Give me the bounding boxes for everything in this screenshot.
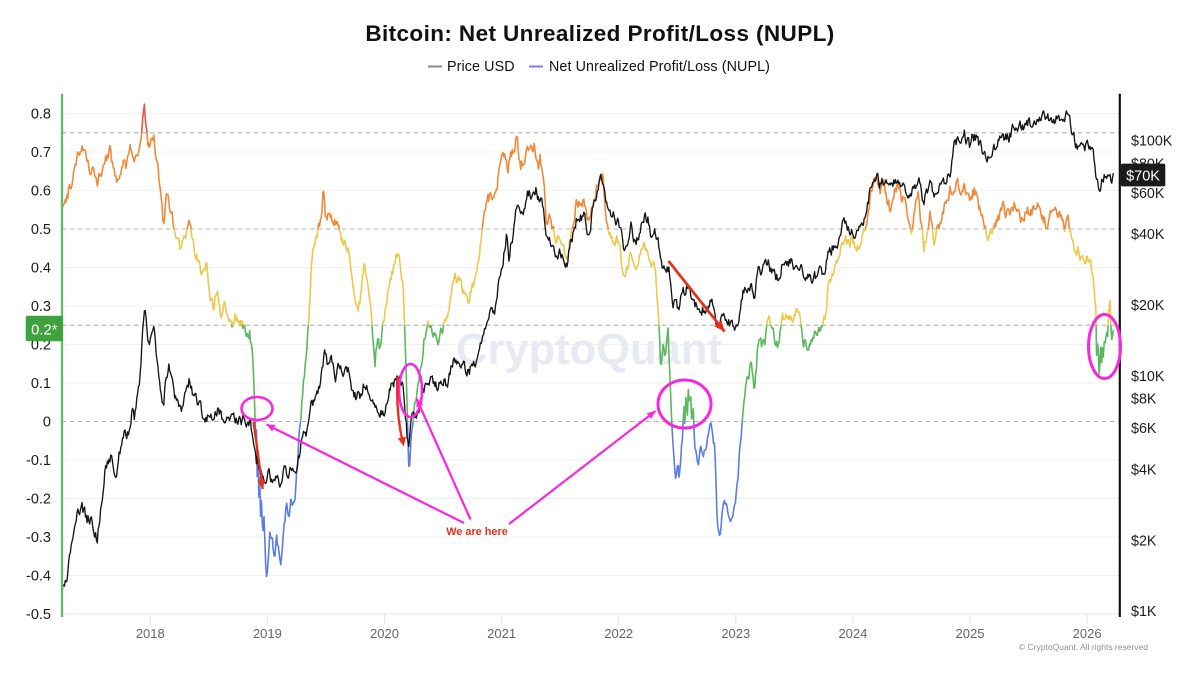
svg-text:$10K: $10K <box>1131 369 1165 385</box>
svg-text:-0.4: -0.4 <box>26 569 51 585</box>
svg-text:$70K: $70K <box>1126 168 1160 184</box>
svg-text:We are here: We are here <box>446 526 508 538</box>
svg-text:$4K: $4K <box>1131 463 1157 479</box>
svg-text:2018: 2018 <box>136 626 165 641</box>
svg-text:-0.1: -0.1 <box>26 453 51 469</box>
svg-text:2019: 2019 <box>253 626 282 641</box>
svg-text:2020: 2020 <box>370 626 399 641</box>
svg-text:0.4: 0.4 <box>31 261 51 277</box>
svg-text:0.8: 0.8 <box>31 107 51 123</box>
svg-text:0.5: 0.5 <box>31 222 51 238</box>
svg-text:2022: 2022 <box>604 626 633 641</box>
svg-text:2021: 2021 <box>487 626 516 641</box>
svg-text:0.1: 0.1 <box>31 376 51 392</box>
svg-text:2025: 2025 <box>956 626 985 641</box>
svg-text:-0.2: -0.2 <box>26 492 51 508</box>
svg-text:Price USD: Price USD <box>447 59 515 75</box>
svg-text:$8K: $8K <box>1131 392 1157 408</box>
svg-text:2023: 2023 <box>721 626 750 641</box>
svg-text:$60K: $60K <box>1131 186 1165 202</box>
svg-text:2026: 2026 <box>1073 626 1102 641</box>
svg-text:$100K: $100K <box>1131 134 1173 150</box>
svg-text:-0.5: -0.5 <box>26 607 51 623</box>
svg-text:$6K: $6K <box>1131 421 1157 437</box>
svg-text:$40K: $40K <box>1131 227 1165 243</box>
svg-text:$1K: $1K <box>1131 604 1157 620</box>
svg-text:2024: 2024 <box>838 626 867 641</box>
svg-text:0: 0 <box>43 415 51 431</box>
svg-text:$2K: $2K <box>1131 533 1157 549</box>
svg-text:CryptoQuant: CryptoQuant <box>456 326 722 374</box>
svg-text:0.6: 0.6 <box>31 184 51 200</box>
svg-text:Bitcoin: Net Unrealized Profit: Bitcoin: Net Unrealized Profit/Loss (NUP… <box>365 21 834 46</box>
svg-text:0.3: 0.3 <box>31 299 51 315</box>
svg-text:$20K: $20K <box>1131 298 1165 314</box>
svg-text:© CryptoQuant. All rights rese: © CryptoQuant. All rights reserved <box>1019 642 1148 652</box>
svg-text:0.2: 0.2 <box>31 338 51 354</box>
svg-text:-0.3: -0.3 <box>26 530 51 546</box>
svg-text:Net Unrealized Profit/Loss (NU: Net Unrealized Profit/Loss (NUPL) <box>549 59 770 75</box>
svg-text:0.2*: 0.2* <box>31 323 58 339</box>
svg-text:0.7: 0.7 <box>31 145 51 161</box>
